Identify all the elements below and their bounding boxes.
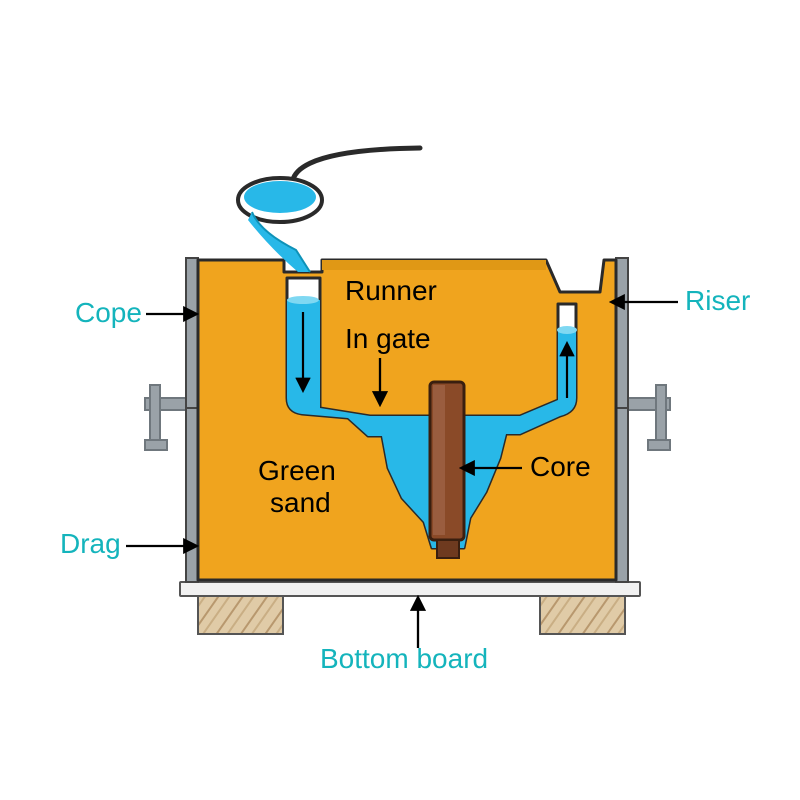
ladle	[238, 148, 420, 272]
core	[430, 382, 464, 558]
label-cope: Cope	[75, 297, 142, 328]
sand-casting-diagram: Cope Drag Riser Runner In gate Green san…	[0, 0, 800, 800]
label-green-sand-2: sand	[270, 487, 331, 518]
label-core: Core	[530, 451, 591, 482]
bottom-board-group	[180, 582, 640, 634]
label-bottom-board: Bottom board	[320, 643, 488, 674]
label-riser: Riser	[685, 285, 750, 316]
label-runner: Runner	[345, 275, 437, 306]
label-drag: Drag	[60, 528, 121, 559]
label-green-sand-1: Green	[258, 455, 336, 486]
label-in-gate: In gate	[345, 323, 431, 354]
